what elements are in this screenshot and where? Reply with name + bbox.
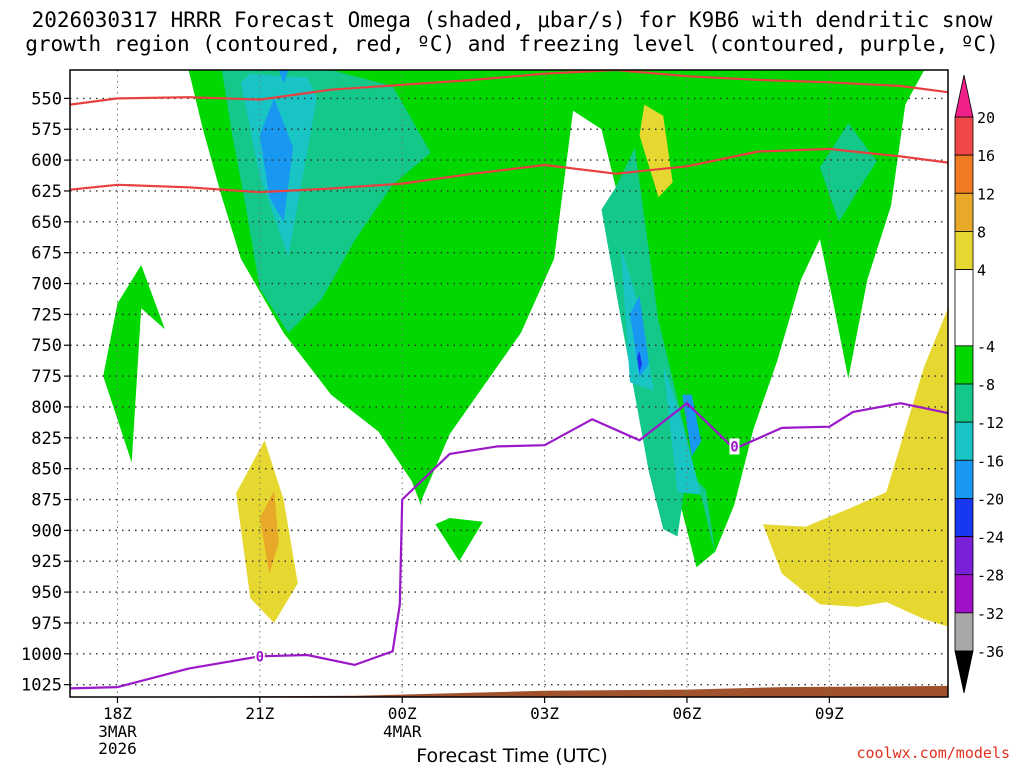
colorbar-bottom-arrow <box>954 650 974 694</box>
terrain-fill <box>70 685 948 697</box>
y-tick-label-875: 875 <box>31 491 62 511</box>
colorbar-label-4: 4 <box>977 262 986 280</box>
y-tick-label-775: 775 <box>31 367 62 387</box>
omega-region-neg14-2 <box>663 365 702 495</box>
pressure-axis: 550 575 600 625 650 675 700 725 750 775 800 825 850 8… <box>21 89 70 696</box>
colorbar-label-6: -8 <box>977 376 995 394</box>
colorbar-label-9: -20 <box>977 490 1004 508</box>
x-tick-label-06Z: 06Z <box>673 704 702 723</box>
y-tick-label-975: 975 <box>31 614 62 634</box>
omega-region-pos10-0 <box>259 490 279 574</box>
omega-shading <box>103 70 948 627</box>
x-tick-label-21Z: 21Z <box>245 704 274 723</box>
y-tick-label-1025: 1025 <box>21 676 62 696</box>
source-credit[interactable]: coolwx.com/models <box>856 744 1010 762</box>
y-tick-label-625: 625 <box>31 182 62 202</box>
colorbar-label-1: 16 <box>977 147 995 165</box>
contour-label-0: 0 <box>256 649 264 665</box>
colorbar-band-11 <box>954 574 974 614</box>
y-tick-label-925: 925 <box>31 552 62 572</box>
x-tick-label-00Z: 00Z <box>388 704 417 723</box>
y-tick-label-725: 725 <box>31 305 62 325</box>
omega-region-neg6-1 <box>103 265 165 463</box>
omega-region-neg18-2 <box>682 394 702 457</box>
contour-label-bg-1 <box>729 438 740 455</box>
colorbar-top-arrow <box>954 74 974 118</box>
colorbar-label-11: -28 <box>977 567 1004 585</box>
contour-line-2 <box>70 402 948 690</box>
omega-region-neg18-1 <box>630 295 649 378</box>
colorbar-label-7: -12 <box>977 414 1004 432</box>
y-tick-label-600: 600 <box>31 151 62 171</box>
colorbar-band-9 <box>954 498 974 537</box>
x-tick-label-09Z: 09Z <box>815 704 844 723</box>
colorbar-band-7 <box>954 421 974 461</box>
y-tick-label-1000: 1000 <box>21 645 62 665</box>
x-tick-sublabel-18Z-1: 2026 <box>98 739 137 758</box>
y-tick-label-550: 550 <box>31 89 62 109</box>
colorbar-label-2: 12 <box>977 185 995 203</box>
colorbar-band-3 <box>954 231 974 270</box>
colorbar-label-10: -24 <box>977 529 1004 547</box>
y-tick-label-900: 900 <box>31 521 62 541</box>
omega-region-pos6-2 <box>639 104 673 198</box>
x-tick-label-18Z: 18Z <box>103 704 132 723</box>
omega-region-neg18-3 <box>278 70 289 84</box>
omega-region-pos6-1 <box>762 308 948 627</box>
contour-line-1 <box>70 147 948 194</box>
colorbar-band-5 <box>954 345 974 385</box>
x-tick-sublabel-00Z-0: 4MAR <box>383 722 422 741</box>
gridlines <box>70 70 948 697</box>
y-tick-label-650: 650 <box>31 213 62 233</box>
contour-line-0 <box>70 70 948 106</box>
omega-region-neg10-2 <box>819 123 877 222</box>
y-tick-label-950: 950 <box>31 583 62 603</box>
contour-lines: 00 <box>70 70 948 690</box>
y-tick-label-575: 575 <box>31 120 62 140</box>
colorbar-label-12: -32 <box>977 605 1004 623</box>
colorbar-label-0: 20 <box>977 109 995 127</box>
x-tick-sublabel-18Z-0: 3MAR <box>98 722 137 741</box>
colorbar-band-10 <box>954 536 974 576</box>
contour-label-1: 0 <box>730 439 738 455</box>
colorbar-band-2 <box>954 192 974 232</box>
y-tick-label-675: 675 <box>31 244 62 264</box>
colorbar-band-4 <box>954 269 974 347</box>
contour-label-bg-0 <box>254 648 265 665</box>
colorbar-label-13: -36 <box>977 643 1004 661</box>
colorbar-label-5: -4 <box>977 338 995 356</box>
omega-region-neg6-2 <box>435 518 483 562</box>
x-tick-label-03Z: 03Z <box>530 704 559 723</box>
y-tick-label-800: 800 <box>31 398 62 418</box>
title-line-2: growth region (contoured, red, ºC) and f… <box>25 32 999 56</box>
y-tick-label-700: 700 <box>31 275 62 295</box>
colorbar: 20 16 12 8 4 -4 -8 -12 -16 -20 -24 -28 -32 -36 <box>954 74 1004 694</box>
colorbar-band-0 <box>954 116 974 156</box>
chart-title: 2026030317 HRRR Forecast Omega (shaded, … <box>0 8 1024 56</box>
colorbar-band-12 <box>954 612 974 652</box>
colorbar-label-3: 8 <box>977 223 986 241</box>
colorbar-band-6 <box>954 383 974 423</box>
y-tick-label-825: 825 <box>31 429 62 449</box>
colorbar-band-1 <box>954 154 974 194</box>
y-tick-label-850: 850 <box>31 460 62 480</box>
title-line-1: 2026030317 HRRR Forecast Omega (shaded, … <box>31 8 993 32</box>
x-axis-label: Forecast Time (UTC) <box>416 745 608 767</box>
omega-region-neg22-0 <box>637 351 642 373</box>
colorbar-band-8 <box>954 459 974 499</box>
plot-frame <box>69 69 949 698</box>
terrain <box>70 685 948 697</box>
y-tick-label-750: 750 <box>31 336 62 356</box>
colorbar-label-8: -16 <box>977 452 1004 470</box>
